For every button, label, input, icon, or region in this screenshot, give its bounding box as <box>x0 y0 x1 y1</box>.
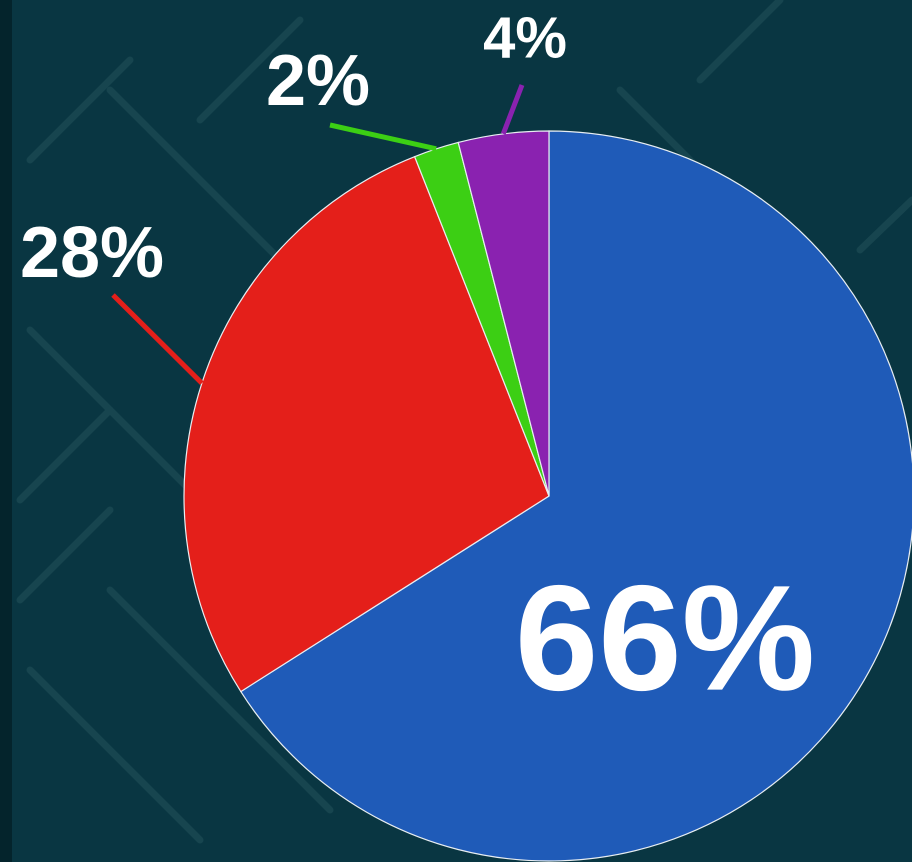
data-label: 28% <box>20 213 164 293</box>
pattern-line <box>16 406 114 504</box>
data-label: 2% <box>266 41 370 121</box>
pattern-line <box>696 0 784 84</box>
leader-line <box>111 293 204 385</box>
pattern-line <box>196 16 304 124</box>
pie-slice <box>239 130 912 862</box>
pattern-line <box>856 196 912 254</box>
leader-line <box>329 122 437 152</box>
pattern-line <box>16 506 114 604</box>
data-label: 4% <box>483 5 567 70</box>
left-border <box>0 0 12 862</box>
pattern-line <box>26 56 134 164</box>
data-label: 66% <box>515 554 815 722</box>
pattern-line <box>106 586 334 814</box>
leader-line <box>500 84 525 135</box>
pattern-line <box>26 666 204 844</box>
pie-slice <box>183 155 550 693</box>
